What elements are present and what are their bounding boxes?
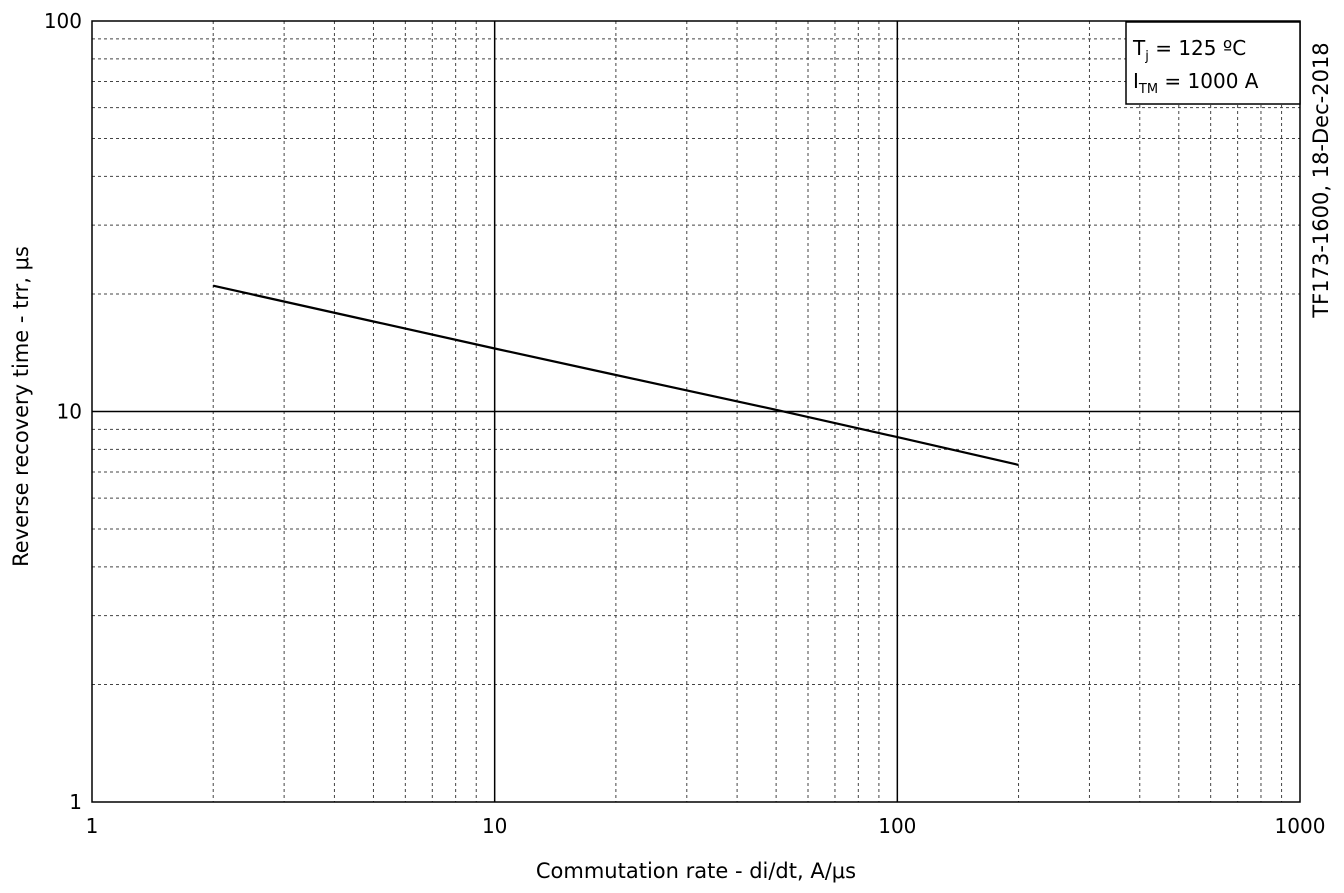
y-tick-labels: 1 10 100	[44, 9, 82, 814]
annotation-tj-symbol: T	[1132, 36, 1146, 60]
annotation-tj: Tj = 125 ºC	[1132, 36, 1246, 64]
annotation-frame	[1125, 21, 1301, 105]
x-tick-labels: 1 10 100 1000	[86, 814, 1326, 838]
annotation-tj-subscript: j	[1144, 49, 1149, 64]
annotation-box: Tj = 125 ºC ITM = 1000 A	[1125, 21, 1301, 105]
plot-frame	[91, 20, 1301, 803]
x-tick-label: 1000	[1275, 814, 1326, 838]
y-axis-label: Reverse recovery time - trr, μs	[9, 246, 33, 567]
annotation-itm-subscript: TM	[1138, 82, 1158, 97]
series-line	[212, 284, 1019, 466]
y-tick-label: 10	[57, 400, 82, 424]
x-axis-label: Commutation rate - di/dt, A/μs	[536, 859, 856, 883]
annotation-itm: ITM = 1000 A	[1133, 69, 1259, 97]
annotation-itm-symbol: I	[1133, 69, 1139, 93]
annotation-tj-value: = 125 ºC	[1149, 36, 1246, 60]
y-tick-label: 1	[69, 790, 82, 814]
y-tick-label: 100	[44, 9, 82, 33]
side-label: TF173-1600, 18-Dec-2018	[1309, 42, 1333, 318]
x-tick-label: 10	[482, 814, 507, 838]
x-tick-label: 100	[878, 814, 916, 838]
series-layer	[212, 284, 1019, 466]
annotation-itm-value: = 1000 A	[1158, 69, 1259, 93]
x-tick-label: 1	[86, 814, 99, 838]
major-gridlines	[92, 21, 1300, 802]
